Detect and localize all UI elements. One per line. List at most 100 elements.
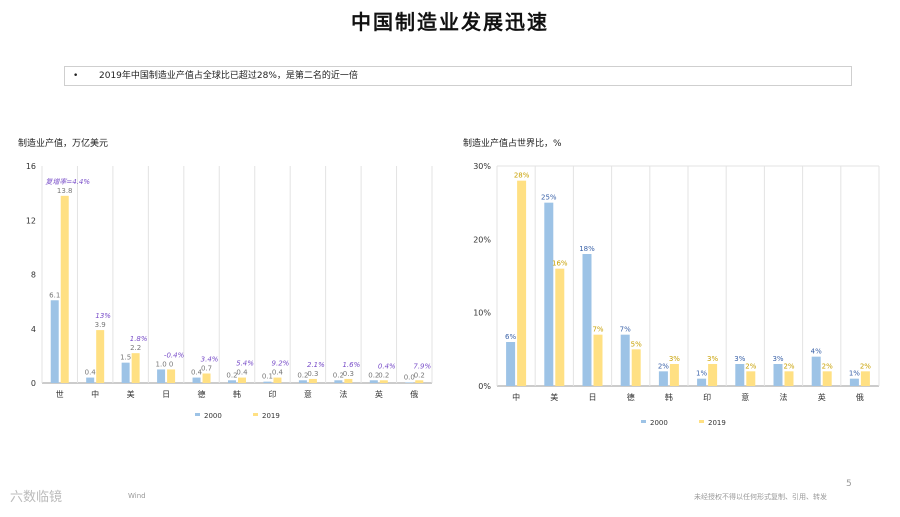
x-tick-label: 印: [268, 390, 276, 399]
x-tick-label: 韩: [233, 389, 241, 399]
bar-2019: [555, 268, 565, 386]
data-label-2019: 0.3: [307, 370, 318, 378]
data-label-2019: 0.4: [236, 369, 248, 377]
data-label-2019: 2%: [783, 362, 794, 370]
data-label-2000: 3%: [772, 355, 783, 363]
data-label-2019: 2%: [745, 362, 756, 370]
bar-2000: [735, 364, 745, 386]
bar-2019: [96, 330, 105, 383]
bar-2000: [192, 377, 201, 383]
data-label-2019: 3%: [707, 355, 718, 363]
bar-2019: [669, 364, 679, 386]
growth-rate-annotation: -0.4%: [164, 351, 185, 359]
bar-2019: [273, 377, 282, 383]
data-label-2000: 6.1: [49, 291, 60, 299]
bar-2019: [593, 334, 603, 386]
bar-2000: [369, 380, 378, 383]
growth-rate-annotation: 7.9%: [413, 362, 431, 370]
bar-2000: [620, 334, 630, 386]
bar-2000: [811, 356, 821, 386]
bar-2000: [228, 380, 236, 383]
x-tick-label: 德: [198, 389, 206, 399]
bar-2019: [308, 378, 317, 383]
page-number: 5: [846, 479, 852, 489]
data-label-2019: 0.3: [343, 370, 354, 378]
data-label-2000: 1%: [696, 370, 707, 378]
bar-2019: [517, 180, 527, 386]
x-tick-label: 世: [56, 389, 64, 399]
x-tick-label: 英: [375, 389, 383, 399]
data-label-2000: 6%: [505, 333, 516, 341]
x-tick-label: 中: [91, 389, 99, 399]
bar-2019: [784, 371, 794, 386]
bar-2019: [415, 380, 424, 383]
bar-2000: [121, 362, 130, 383]
legend-label-2019: 2019: [262, 412, 280, 420]
bar-2019: [344, 378, 353, 383]
data-label-2000: 0.2: [297, 371, 308, 379]
x-tick-label: 法: [780, 392, 788, 402]
growth-rate-annotation: 2.1%: [307, 361, 325, 369]
x-tick-label: 意: [741, 392, 749, 402]
bar-2000: [506, 342, 516, 386]
x-tick-label: 德: [627, 392, 635, 402]
note-box: • 2019年中国制造业产值占全球比已超过28%，是第二名的近一倍: [64, 66, 852, 86]
y-tick-label: 0: [31, 379, 36, 388]
data-label-2019: 5%: [631, 340, 642, 348]
growth-rate-annotation: 1.8%: [130, 335, 148, 343]
output-bar-chart: 0 4 8 12 16 6.1 13.8 世 复增率=4.4% 0.4 3.9 中 13% 1.5 2.2 美…: [26, 162, 433, 420]
right-chart-title: 制造业产值占世界比，%: [463, 139, 562, 149]
data-label-2019: 3.9: [95, 321, 106, 329]
x-tick-label: 法: [339, 389, 347, 399]
bar-2019: [238, 377, 246, 383]
bar-2000: [334, 380, 343, 383]
data-label-2019: 0.4: [272, 369, 284, 377]
x-tick-label: 俄: [856, 392, 864, 402]
data-label-2019: 0.7: [201, 365, 212, 373]
data-label-2000: 7%: [620, 326, 631, 334]
bar-2019: [131, 353, 140, 383]
bar-2000: [658, 371, 668, 386]
source-text: Wind: [128, 492, 146, 500]
data-label-2019: 0.2: [414, 371, 425, 379]
y-tick-label: 12: [26, 216, 36, 225]
growth-rate-annotation: 0.4%: [378, 362, 396, 370]
bar-2000: [849, 378, 859, 386]
share-bar-chart: 0%10%20%30%6%28%中25%16%美18%7%日7%5%德2%3%韩…: [473, 162, 880, 427]
bar-2000: [697, 378, 707, 386]
legend-swatch-2019: [253, 413, 258, 416]
data-label-2000: 18%: [579, 245, 595, 253]
left-chart-title: 制造业产值，万亿美元: [18, 139, 109, 149]
data-label-2019: 28%: [514, 172, 530, 180]
note-bullet: •: [73, 71, 79, 81]
y-tick-label: 0%: [478, 382, 491, 391]
data-label-2019: 3%: [669, 355, 680, 363]
legend-label-2000: 2000: [204, 412, 222, 420]
growth-rate-annotation: 9.2%: [272, 360, 290, 368]
data-label-2019: 0: [169, 360, 173, 368]
legend-swatch-2000: [641, 420, 646, 423]
bar-2019: [822, 371, 832, 386]
x-tick-label: 美: [127, 389, 135, 399]
bar-2019: [860, 371, 870, 386]
y-tick-label: 30%: [473, 162, 491, 171]
data-label-2000: 0.1: [262, 373, 273, 381]
disclaimer-text: 未经授权不得以任何形式复制、引用、转发: [694, 493, 827, 501]
bar-2019: [167, 369, 176, 383]
legend-label-2019: 2019: [708, 419, 726, 427]
bar-2000: [263, 381, 272, 383]
data-label-2000: 3%: [734, 355, 745, 363]
x-tick-label: 意: [304, 389, 312, 399]
growth-rate-annotation: 1.6%: [342, 361, 360, 369]
x-tick-label: 俄: [410, 389, 418, 399]
data-label-2000: 1.5: [120, 354, 131, 362]
data-label-2000: 4%: [811, 348, 822, 356]
bar-2000: [405, 382, 414, 383]
data-label-2000: 0.4: [85, 369, 97, 377]
growth-rate-annotation: 5.4%: [236, 360, 254, 368]
y-tick-label: 10%: [473, 309, 491, 318]
growth-rate-annotation: 复增率=4.4%: [45, 178, 90, 186]
bar-2000: [582, 254, 592, 386]
bar-2000: [773, 364, 783, 386]
bar-2019: [631, 349, 641, 386]
